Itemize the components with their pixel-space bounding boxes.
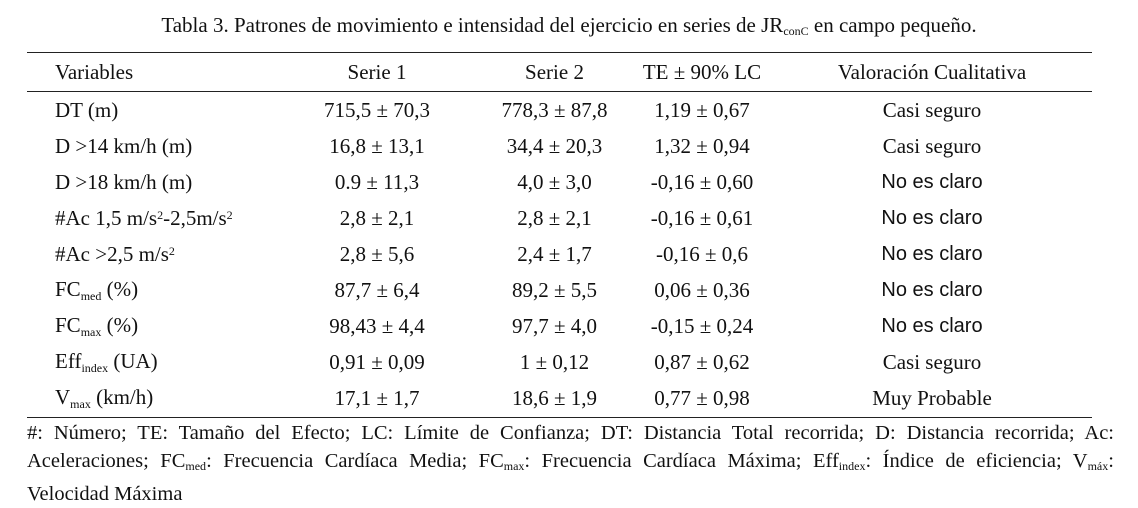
table-row: FCmax (%) 98,43 ± 4,4 97,7 ± 4,0 -0,15 ±… xyxy=(27,308,1092,344)
table-footnote: #: Número; TE: Tamaño del Efecto; LC: Lí… xyxy=(27,422,1114,505)
cell-serie1: 0,91 ± 0,09 xyxy=(329,349,425,374)
cell-te: -0,15 ± 0,24 xyxy=(650,313,754,338)
cell-valoracion: No es claro xyxy=(881,242,983,265)
table-row: Vmax (km/h) 17,1 ± 1,7 18,6 ± 1,9 0,77 ±… xyxy=(27,380,1092,416)
cell-te: 1,19 ± 0,67 xyxy=(654,97,750,122)
cell-te: 0,87 ± 0,62 xyxy=(654,349,750,374)
cell-serie1: 98,43 ± 4,4 xyxy=(329,313,425,338)
cell-te: 0,06 ± 0,36 xyxy=(654,277,750,302)
cell-serie1: 87,7 ± 6,4 xyxy=(334,277,420,302)
cell-serie2: 1 ± 0,12 xyxy=(519,349,590,374)
cell-te: 0,77 ± 0,98 xyxy=(654,385,750,410)
cell-variable: FCmax (%) xyxy=(55,312,139,339)
cell-serie2: 2,8 ± 2,1 xyxy=(517,205,592,230)
table-row: FCmed (%) 87,7 ± 6,4 89,2 ± 5,5 0,06 ± 0… xyxy=(27,272,1092,308)
cell-variable: FCmed (%) xyxy=(55,276,139,303)
header-te: TE ± 90% LC xyxy=(642,59,762,84)
cell-te: 1,32 ± 0,94 xyxy=(654,133,750,158)
cell-valoracion: No es claro xyxy=(881,314,983,337)
cell-serie1: 715,5 ± 70,3 xyxy=(323,97,431,122)
cell-serie2: 778,3 ± 87,8 xyxy=(501,97,608,122)
cell-serie2: 97,7 ± 4,0 xyxy=(511,313,598,338)
table-row: #Ac 1,5 m/s2-2,5m/s2 2,8 ± 2,1 2,8 ± 2,1… xyxy=(27,200,1092,236)
table-row: D >18 km/h (m) 0.9 ± 11,3 4,0 ± 3,0 -0,1… xyxy=(27,164,1092,200)
cell-te: -0,16 ± 0,60 xyxy=(650,169,754,194)
caption-subscript: conC xyxy=(783,24,809,38)
table-row: #Ac >2,5 m/s2 2,8 ± 5,6 2,4 ± 1,7 -0,16 … xyxy=(27,236,1092,272)
table-row: Effindex (UA) 0,91 ± 0,09 1 ± 0,12 0,87 … xyxy=(27,344,1092,380)
cell-valoracion: No es claro xyxy=(881,170,983,193)
cell-variable: D >14 km/h (m) xyxy=(55,133,193,158)
cell-serie1: 17,1 ± 1,7 xyxy=(334,385,420,410)
cell-valoracion: Muy Probable xyxy=(872,385,992,410)
cell-serie2: 34,4 ± 20,3 xyxy=(506,133,603,158)
cell-serie2: 2,4 ± 1,7 xyxy=(517,241,592,266)
cell-serie2: 4,0 ± 3,0 xyxy=(517,169,592,194)
caption-text: Tabla 3. Patrones de movimiento e intens… xyxy=(161,13,784,37)
cell-serie1: 2,8 ± 2,1 xyxy=(339,205,415,230)
header-valoracion: Valoración Cualitativa xyxy=(837,59,1027,84)
cell-variable: #Ac >2,5 m/s2 xyxy=(55,241,175,266)
cell-variable: DT (m) xyxy=(55,97,119,122)
cell-te: -0,16 ± 0,61 xyxy=(650,205,754,230)
cell-variable: D >18 km/h (m) xyxy=(55,169,193,194)
results-table: Variables Serie 1 Serie 2 TE ± 90% LC Va… xyxy=(27,54,1092,416)
cell-te: -0,16 ± 0,6 xyxy=(655,241,749,266)
header-rule xyxy=(27,91,1092,92)
cell-variable: Effindex (UA) xyxy=(55,348,158,375)
cell-valoracion: No es claro xyxy=(881,278,983,301)
header-serie1: Serie 1 xyxy=(347,59,407,84)
header-row: Variables Serie 1 Serie 2 TE ± 90% LC Va… xyxy=(27,54,1092,90)
table-row: DT (m) 715,5 ± 70,3 778,3 ± 87,8 1,19 ± … xyxy=(27,90,1092,128)
cell-serie1: 16,8 ± 13,1 xyxy=(329,133,425,158)
cell-serie1: 2,8 ± 5,6 xyxy=(339,241,415,266)
cell-variable: Vmax (km/h) xyxy=(55,384,154,411)
cell-valoracion: Casi seguro xyxy=(882,97,982,122)
table-row: D >14 km/h (m) 16,8 ± 13,1 34,4 ± 20,3 1… xyxy=(27,128,1092,164)
cell-valoracion: No es claro xyxy=(881,206,983,229)
cell-valoracion: Casi seguro xyxy=(882,349,982,374)
bottom-rule xyxy=(27,417,1092,418)
top-rule xyxy=(27,52,1092,53)
cell-serie2: 89,2 ± 5,5 xyxy=(511,277,598,302)
cell-serie1: 0.9 ± 11,3 xyxy=(334,169,420,194)
cell-serie2: 18,6 ± 1,9 xyxy=(511,385,598,410)
caption-text-end: en campo pequeño. xyxy=(808,13,977,37)
table-caption: Tabla 3. Patrones de movimiento e intens… xyxy=(0,10,1138,46)
header-variables: Variables xyxy=(55,59,134,84)
cell-valoracion: Casi seguro xyxy=(882,133,982,158)
header-serie2: Serie 2 xyxy=(525,59,584,84)
cell-variable: #Ac 1,5 m/s2-2,5m/s2 xyxy=(55,205,233,230)
